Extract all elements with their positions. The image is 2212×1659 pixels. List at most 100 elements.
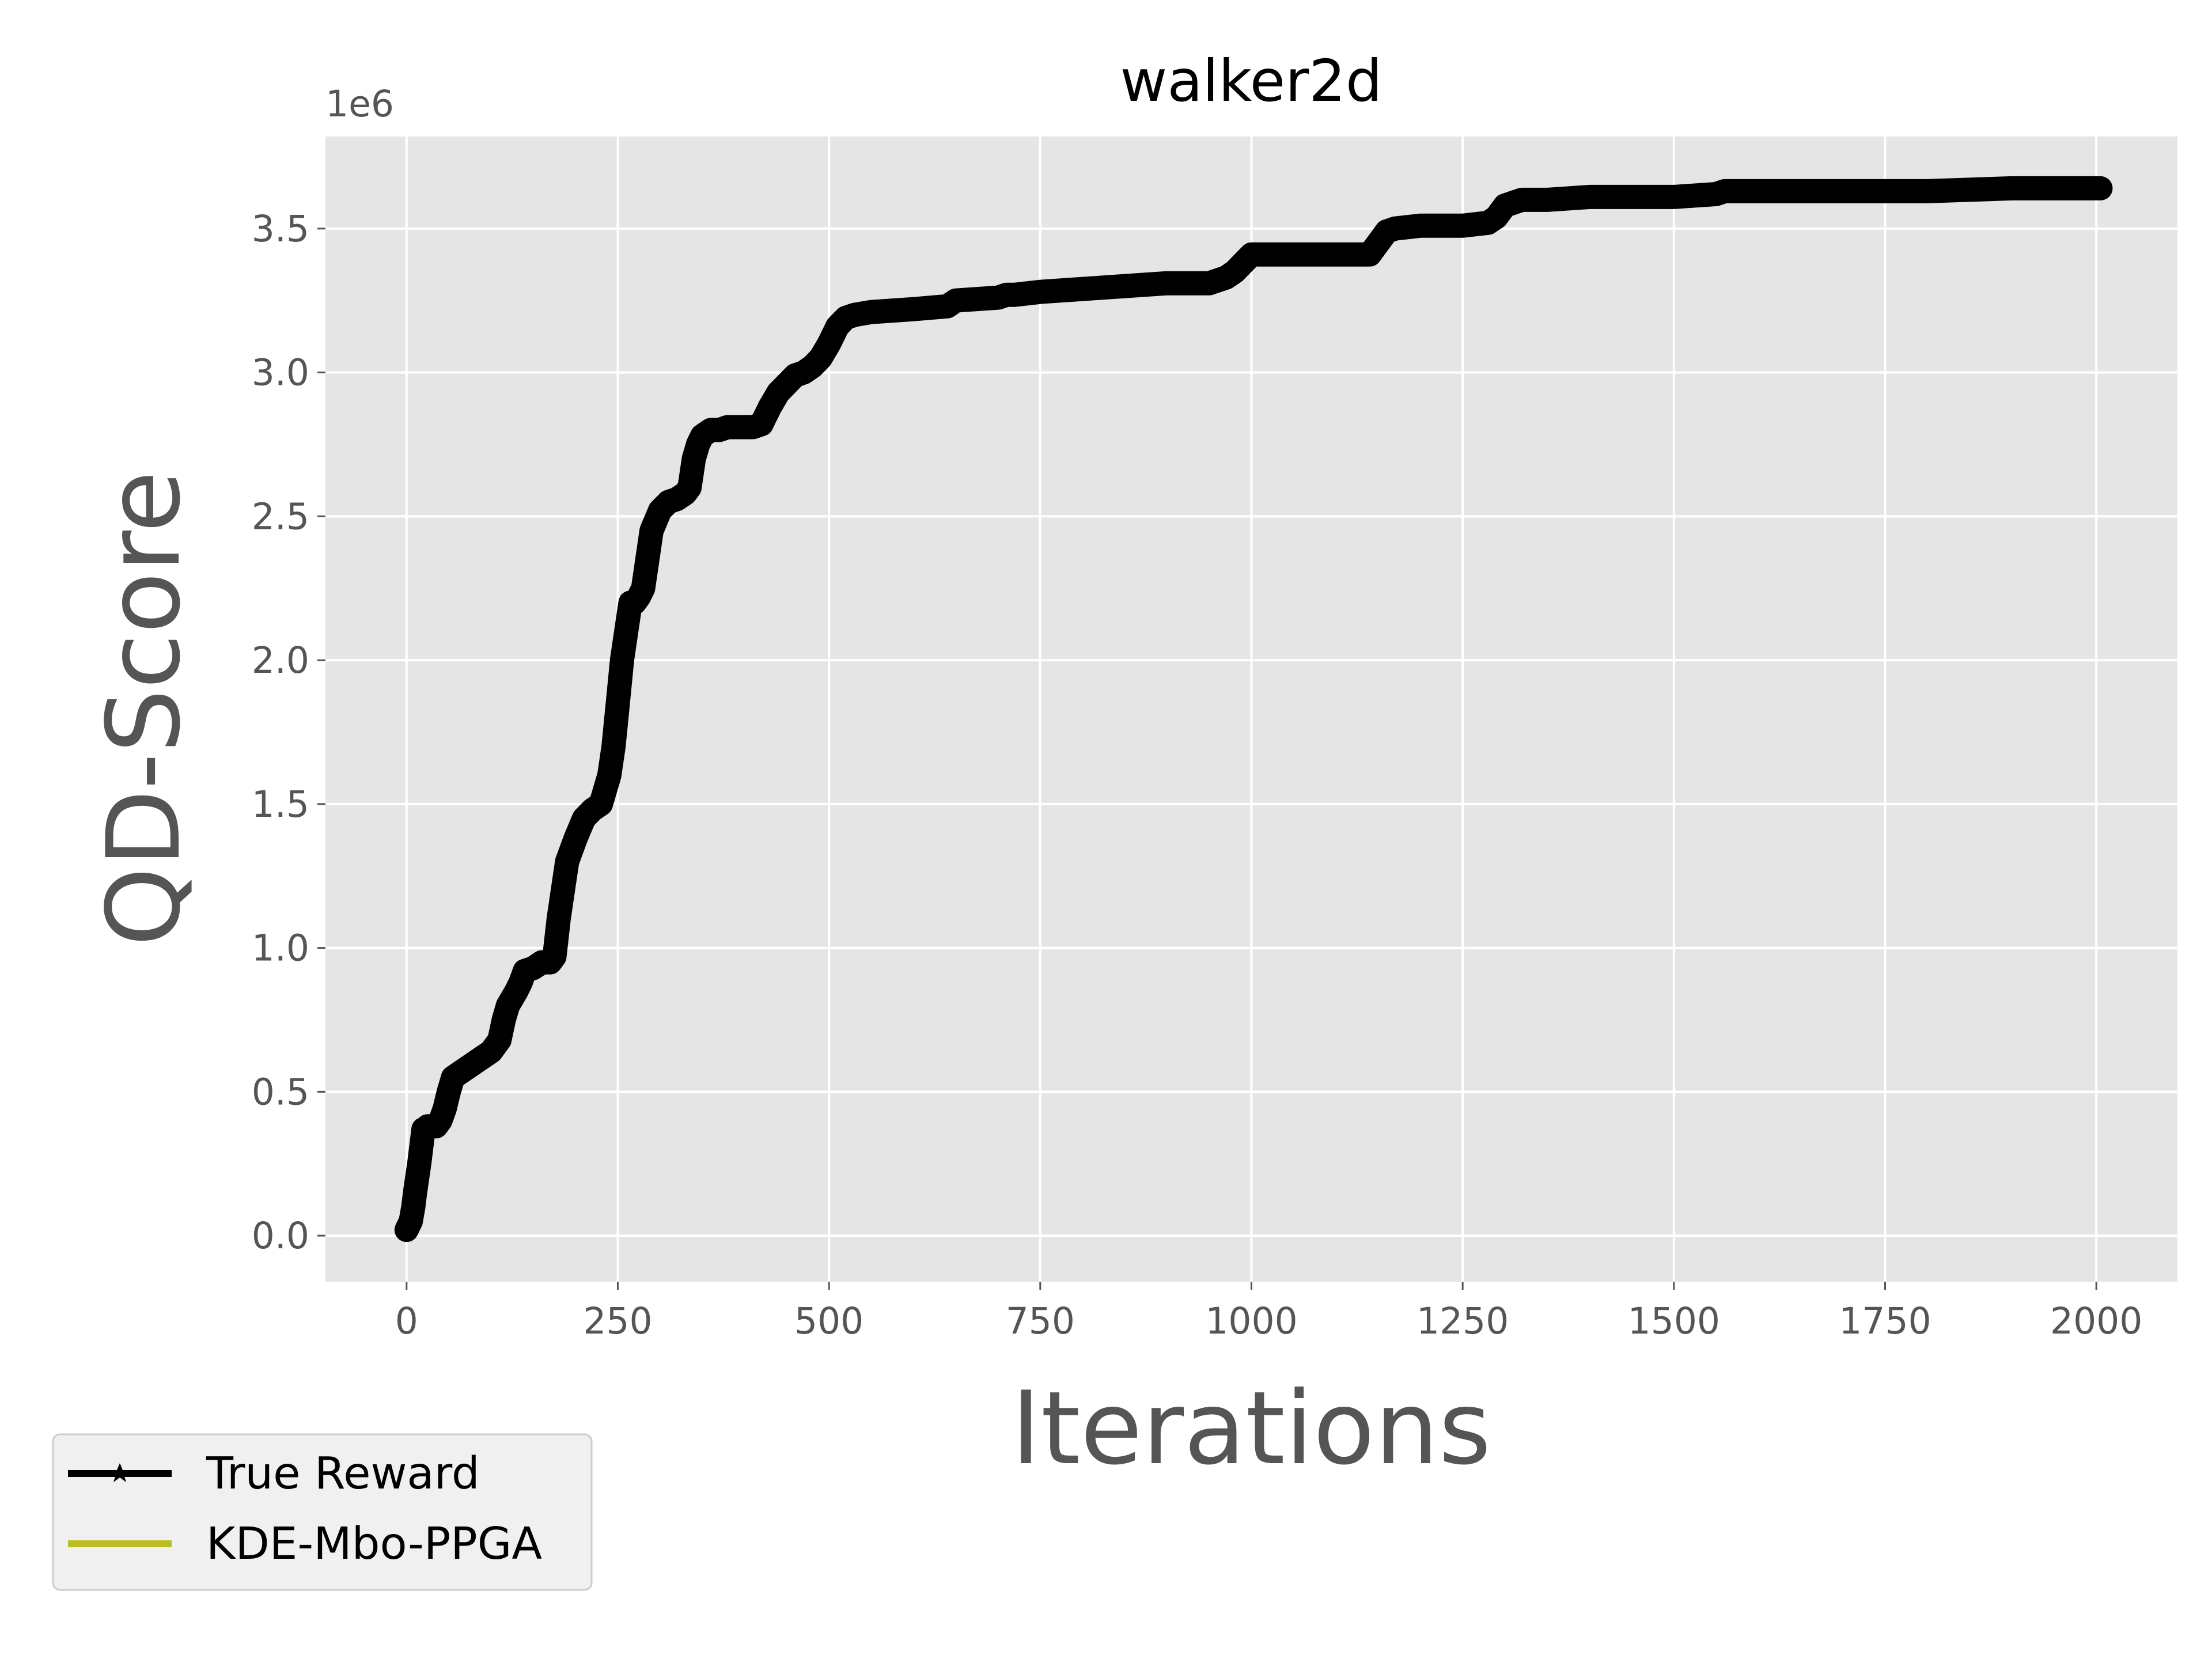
data-point [784,363,806,385]
legend-kde-label: KDE-Mbo-PPGA [206,1518,542,1570]
data-point [514,959,536,980]
data-point [708,418,730,440]
data-point [497,994,519,1015]
x-tick-label: 1500 [1628,1300,1720,1342]
data-point [1578,185,1601,207]
y-tick-label: 0.0 [252,1215,309,1257]
x-axis-label: Iterations [1011,1370,1491,1487]
data-point [408,1152,430,1173]
data-point [1029,280,1051,301]
data-point [1232,251,1254,272]
x-tick-label: 500 [794,1300,863,1342]
data-point [683,447,705,468]
data-point [556,850,578,871]
legend-true-reward-label: True Reward [206,1448,480,1499]
data-point [404,1181,426,1202]
data-point [402,1195,425,1217]
x-tick-label: 250 [583,1300,652,1342]
data-point [1367,231,1389,252]
legend-star-marker [109,1463,130,1482]
data-point [1113,274,1136,296]
data-point [936,294,959,316]
data-point [1003,283,1026,304]
data-point [1198,271,1221,293]
data-point [1358,243,1381,264]
data-point [636,548,658,569]
data-point [641,519,663,540]
data-point [493,1008,515,1029]
data-point [1452,214,1474,235]
data-point [446,1063,468,1084]
data-point [543,945,566,966]
data-point [1832,179,1854,201]
data-point [945,289,967,310]
data-point [615,620,638,641]
data-point [463,1051,486,1073]
data-point [1376,219,1398,241]
data-point [801,355,823,376]
data-point [1485,205,1508,226]
data-point [547,907,570,929]
data-point [725,415,747,437]
data-point [1477,211,1499,232]
data-point [1662,185,1685,207]
legend-box [52,1433,593,1591]
data-point [1240,243,1263,264]
data-point [1536,188,1558,210]
data-point [573,806,595,828]
data-point [835,306,857,327]
data-point [666,487,688,509]
data-point [699,418,722,440]
data-point [531,950,553,972]
data-point [657,490,680,512]
data-point [775,372,798,393]
series-layer [394,176,2113,1243]
data-point [509,971,532,992]
data-point [603,734,625,756]
data-point [1747,179,1770,201]
data-point [480,1040,502,1061]
data-point [742,415,764,437]
y-axis-ticks: 0.0 0.5 1.0 1.5 2.0 2.5 3.0 3.5 [252,208,325,1257]
x-tick-label: 1750 [1839,1300,1931,1342]
data-point [454,1057,477,1078]
data-point [581,798,604,819]
data-point [429,1109,452,1130]
y-tick-label: 2.5 [252,495,309,537]
x-tick-label: 2000 [2050,1300,2142,1342]
chart-title: walker2d [1120,47,1382,115]
data-point [843,303,866,324]
data-point [717,415,739,437]
data-point [995,283,1018,304]
y-tick-label: 1.0 [252,927,309,969]
data-point [1510,188,1533,210]
data-point [826,315,849,336]
data-point [611,649,633,670]
y-grid [325,227,2177,1237]
data-point [1215,266,1237,287]
y-tick-label: 1.5 [252,783,309,825]
data-point [793,361,815,382]
data-point [1409,214,1431,235]
x-axis-ticks: 0 250 500 750 1000 1250 1500 1750 2000 [395,1282,2142,1342]
data-point [1156,271,1178,293]
data-point [598,763,620,785]
y-axis-label: QD-Score [86,471,203,946]
y-tick-label: 3.5 [252,208,309,250]
x-tick-label: 1000 [1205,1300,1297,1342]
data-point [1713,179,1736,201]
data-point [433,1097,456,1119]
y-tick-label: 2.0 [252,639,309,681]
data-point [750,412,772,434]
data-point [1705,182,1728,204]
data-point [1384,217,1406,238]
data-point [679,476,701,497]
data-point [607,692,629,713]
y-tick-label: 0.5 [252,1071,309,1113]
data-point [902,297,925,319]
data-point [632,577,654,598]
data-point [1325,243,1347,264]
data-point [649,499,671,520]
y-offset-label: 1e6 [325,83,394,125]
